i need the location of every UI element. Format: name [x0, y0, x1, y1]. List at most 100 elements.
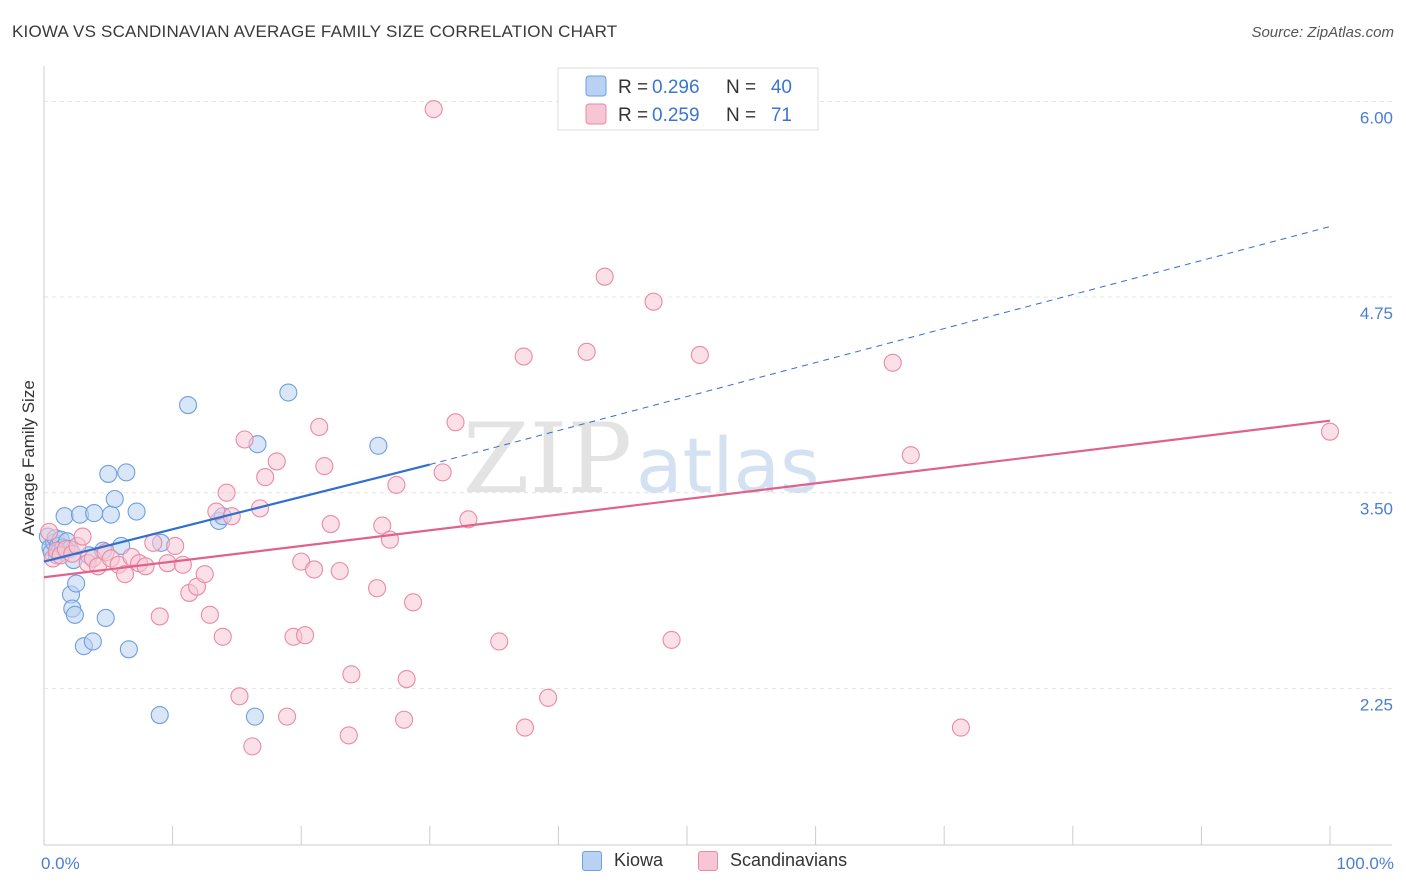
scandinavians-point-28 — [213, 627, 232, 646]
scandinavians-point-26 — [200, 605, 219, 624]
watermark: ZIP atlas — [463, 403, 820, 515]
legend-n-label-kiowa: N = — [726, 77, 756, 98]
scandinavians-point-7 — [73, 527, 92, 546]
chart-title: KIOWA VS SCANDINAVIAN AVERAGE FAMILY SIZ… — [12, 22, 618, 41]
kiowa-point-24 — [96, 608, 115, 628]
scandinavians-point-43 — [315, 457, 334, 476]
watermark-atlas: atlas — [636, 421, 820, 510]
legend-top: R = 0.296 N = 40 R = 0.259 N = 71 — [557, 67, 819, 131]
legend-bottom: Kiowa Scandinavians — [0, 850, 1406, 880]
scandinavians-point-44 — [321, 514, 340, 534]
scandinavians-point-47 — [342, 665, 361, 684]
legend-swatch-scandinavians — [698, 850, 718, 871]
x-tick-label-0: 0.0% — [41, 854, 80, 873]
x-tick-label-1: 100.0% — [1336, 854, 1394, 873]
scandinavians-point-65 — [644, 292, 663, 311]
scandinavians-point-48 — [368, 579, 387, 598]
scandinavians-point-71 — [1320, 422, 1340, 441]
legend-label-kiowa: Kiowa — [614, 850, 664, 870]
legend-n-value-kiowa: 40 — [771, 77, 792, 98]
scandinavians-point-67 — [690, 345, 709, 364]
kiowa-point-22 — [85, 504, 104, 523]
kiowa-point-17 — [67, 574, 86, 593]
scandinavians-point-29 — [217, 483, 236, 502]
scandinavians-point-63 — [577, 342, 596, 361]
scandinavians-point-25 — [195, 565, 214, 584]
kiowa-point-25 — [99, 464, 118, 483]
scandinavians-point-46 — [339, 726, 358, 745]
scandinavians-point-21 — [166, 536, 185, 556]
legend-n-label-scandinavians: N = — [726, 105, 756, 126]
scandinavians-point-14 — [115, 565, 135, 584]
scandinavians-point-19 — [150, 607, 169, 626]
scandinavians-point-52 — [395, 710, 414, 729]
kiowa-point-16 — [65, 605, 84, 624]
scandinavians-point-35 — [256, 468, 275, 487]
scandinavians-point-53 — [397, 669, 416, 689]
scandinavians-trend-line — [43, 419, 1331, 579]
legend-item-kiowa: Kiowa — [582, 850, 663, 871]
legend-r-value-kiowa: 0.296 — [652, 77, 700, 98]
legend-top-swatch-scandinavians — [585, 103, 607, 125]
scandinavians-point-49 — [373, 516, 392, 535]
kiowa-point-27 — [105, 489, 124, 509]
kiowa-point-34 — [178, 396, 198, 415]
legend-r-label-kiowa: R = — [618, 77, 648, 98]
scandinavians-point-68 — [883, 353, 902, 372]
legend-item-scandinavians: Scandinavians — [698, 850, 847, 871]
legend-n-value-scandinavians: 71 — [771, 105, 792, 126]
kiowa-point-29 — [117, 463, 136, 482]
y-tick-label-1: 3.50 — [1360, 500, 1393, 519]
scandinavians-point-40 — [296, 626, 315, 645]
scandinavians-point-60 — [514, 347, 533, 366]
kiowa-point-21 — [83, 632, 102, 651]
scandinavians-point-0 — [40, 522, 59, 541]
trend-lines — [43, 226, 1331, 579]
scandinavians-point-66 — [662, 630, 681, 649]
scandinavians-point-36 — [267, 452, 286, 471]
kiowa-point-40 — [369, 436, 388, 455]
watermark-zip: ZIP — [463, 403, 632, 515]
scandinavians-point-51 — [387, 475, 406, 494]
kiowa-point-32 — [150, 706, 169, 725]
scandinavians-point-58 — [459, 510, 478, 529]
scandinavians-point-59 — [490, 632, 509, 651]
scandinavians-point-33 — [243, 737, 262, 756]
kiowa-trend-extension — [429, 226, 1331, 466]
legend-r-label-scandinavians: R = — [618, 105, 648, 126]
legend-r-value-scandinavians: 0.259 — [652, 105, 700, 126]
source-label: Source: ZipAtlas.com — [1251, 24, 1394, 41]
kiowa-trend-line — [43, 463, 431, 563]
scandinavians-point-57 — [446, 413, 465, 432]
legend-swatch-kiowa — [582, 850, 602, 871]
legend-top-swatch-kiowa — [585, 75, 607, 97]
data-points — [38, 100, 1340, 756]
scandinavians-point-18 — [144, 533, 163, 552]
scandinavians-point-37 — [278, 707, 297, 726]
kiowa-point-10 — [55, 507, 74, 526]
scandinavians-point-45 — [330, 561, 349, 581]
scandinavians-point-62 — [539, 688, 558, 707]
kiowa-point-37 — [245, 707, 264, 726]
scandinavians-point-69 — [901, 446, 920, 465]
y-tick-label-2: 4.75 — [1360, 304, 1393, 323]
scandinavians-point-42 — [310, 417, 329, 437]
kiowa-point-39 — [279, 383, 298, 402]
scandinavians-point-55 — [424, 100, 443, 119]
y-tick-label-0: 2.25 — [1360, 695, 1393, 714]
scandinavians-point-64 — [595, 267, 614, 286]
scandinavians-point-61 — [515, 718, 535, 737]
scandinavians-point-70 — [951, 718, 970, 737]
scandinavians-point-32 — [235, 430, 254, 449]
y-axis-label: Average Family Size — [19, 380, 38, 536]
axes — [43, 66, 1392, 846]
scandinavians-point-41 — [305, 560, 324, 579]
scandinavians-point-56 — [433, 463, 452, 482]
kiowa-point-31 — [127, 502, 146, 521]
kiowa-point-26 — [101, 505, 120, 524]
y-tick-label-3: 6.00 — [1360, 108, 1393, 127]
legend-label-scandinavians: Scandinavians — [730, 850, 848, 870]
scandinavians-point-31 — [230, 687, 249, 706]
scandinavians-point-54 — [404, 593, 423, 612]
gridlines — [44, 100, 1392, 689]
